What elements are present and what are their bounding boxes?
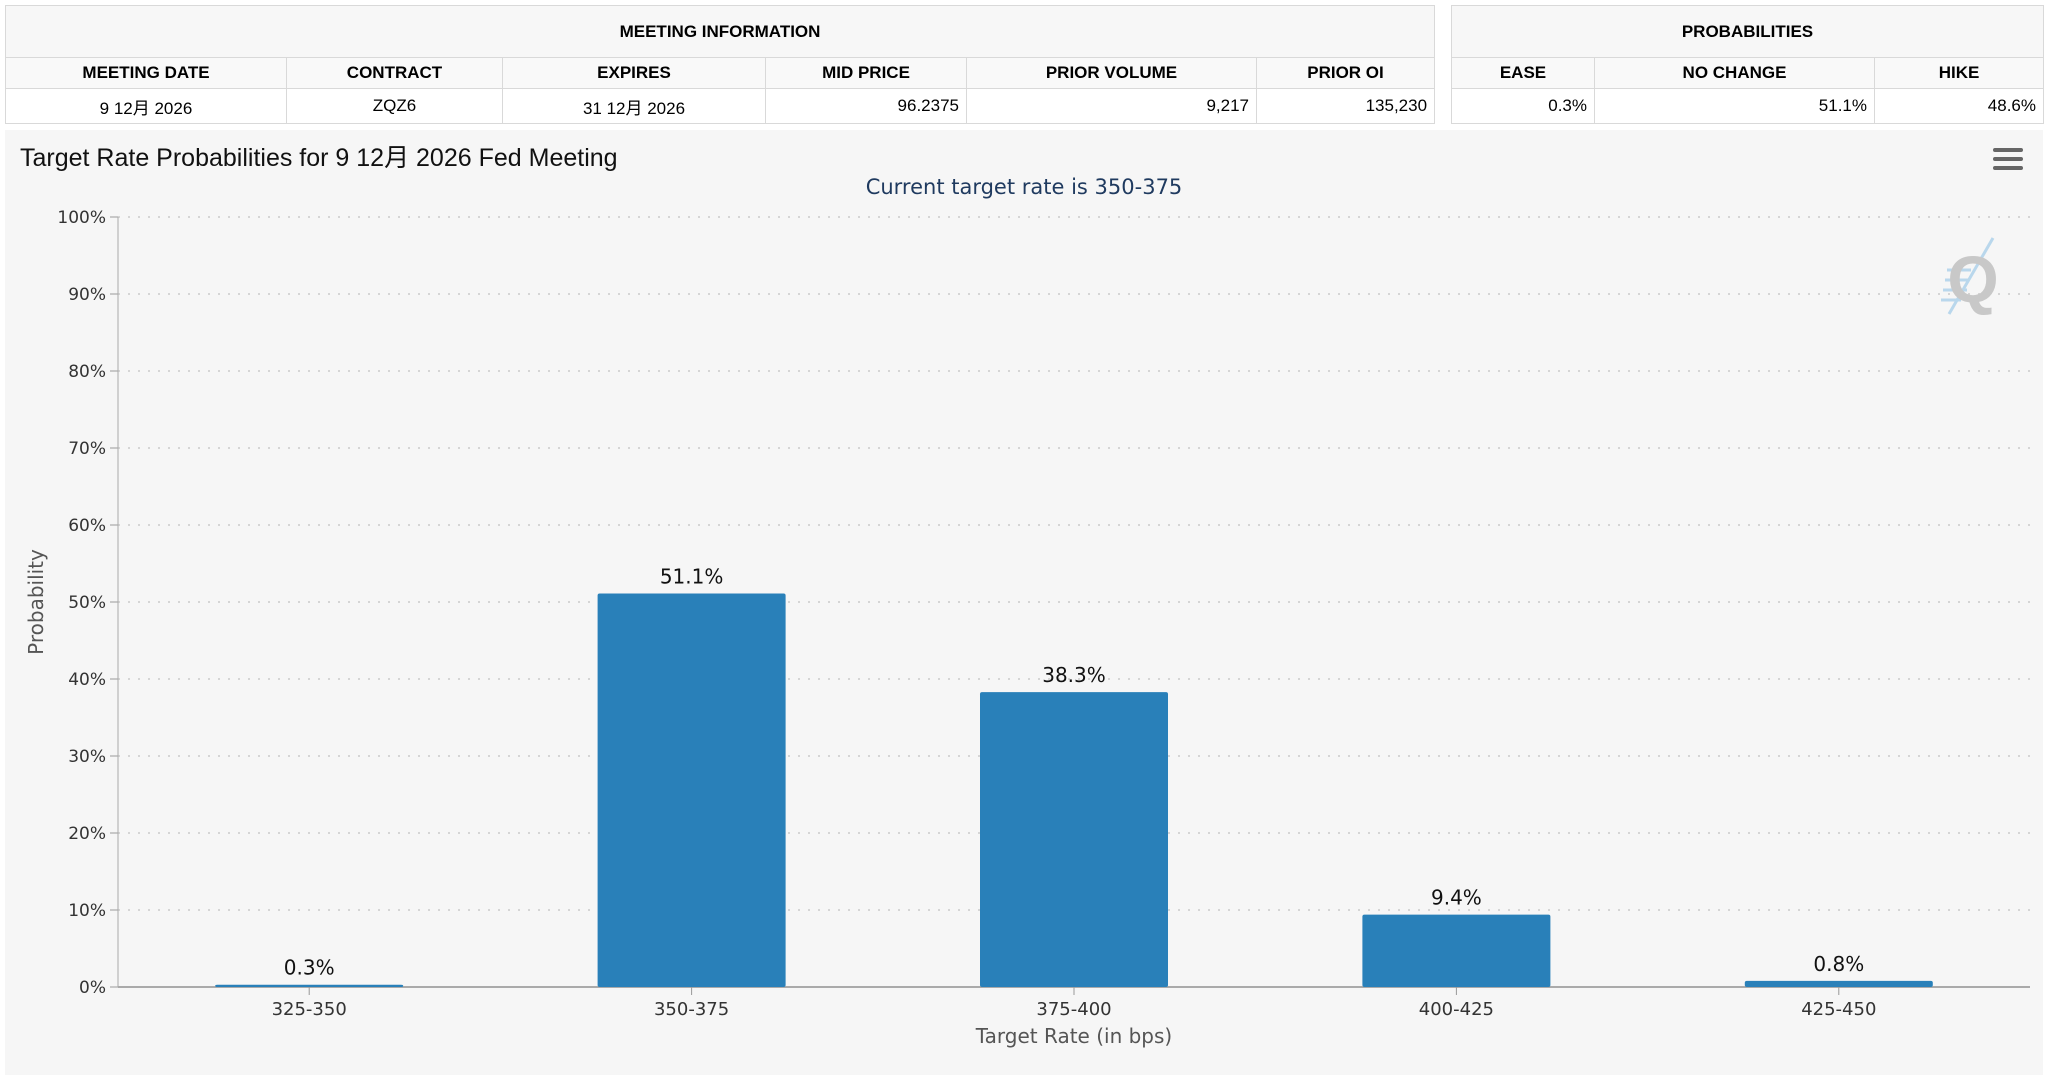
quikstrike-watermark-icon: Q bbox=[1941, 237, 1999, 316]
x-tick-label: 425-450 bbox=[1801, 999, 1876, 1020]
meeting-information-table: MEETING INFORMATION MEETING DATE CONTRAC… bbox=[4, 5, 1436, 124]
probabilities-table: PROBABILITIES EASE NO CHANGE HIKE 0.3% 5… bbox=[1451, 5, 2044, 124]
data-label: 51.1% bbox=[660, 565, 724, 589]
bar bbox=[980, 692, 1168, 987]
data-label: 0.3% bbox=[284, 956, 335, 980]
x-axis-title: Target Rate (in bps) bbox=[975, 1024, 1172, 1048]
cell-meeting-date: 9 12月 2026 bbox=[5, 88, 287, 124]
bar bbox=[1362, 914, 1551, 987]
cell-hike: 48.6% bbox=[1874, 88, 2044, 124]
x-tick-label: 350-375 bbox=[654, 999, 729, 1020]
y-axis-title: Probability bbox=[24, 549, 48, 655]
meeting-information-title: MEETING INFORMATION bbox=[4, 5, 1436, 58]
probabilities-title: PROBABILITIES bbox=[1451, 5, 2044, 58]
svg-text:Q: Q bbox=[1947, 242, 1998, 316]
y-tick-label: 70% bbox=[68, 439, 106, 459]
x-tick-label: 375-400 bbox=[1036, 999, 1111, 1020]
header-no-change: NO CHANGE bbox=[1594, 57, 1875, 89]
header-contract: CONTRACT bbox=[286, 57, 503, 89]
y-tick-label: 60% bbox=[68, 516, 106, 536]
bar bbox=[597, 593, 786, 987]
y-tick-label: 80% bbox=[68, 362, 106, 382]
header-prior-volume: PRIOR VOLUME bbox=[966, 57, 1257, 89]
header-expires: EXPIRES bbox=[502, 57, 766, 89]
y-tick-label: 50% bbox=[68, 593, 106, 613]
cell-mid-price: 96.2375 bbox=[765, 88, 967, 124]
y-tick-label: 30% bbox=[68, 747, 106, 767]
cell-prior-oi: 135,230 bbox=[1255, 88, 1436, 124]
header-mid-price: MID PRICE bbox=[765, 57, 967, 89]
y-tick-label: 10% bbox=[68, 901, 106, 921]
bar bbox=[1744, 980, 1933, 987]
header-ease: EASE bbox=[1451, 57, 1595, 89]
hamburger-menu-icon[interactable] bbox=[1993, 148, 2023, 172]
y-tick-label: 90% bbox=[68, 285, 106, 305]
data-label: 38.3% bbox=[1042, 663, 1106, 687]
header-hike: HIKE bbox=[1874, 57, 2044, 89]
cell-no-change: 51.1% bbox=[1594, 88, 1875, 124]
bar-chart: Target Rate Probabilities for 9 12月 2026… bbox=[20, 144, 2030, 1048]
header-meeting-date: MEETING DATE bbox=[5, 57, 287, 89]
cell-expires: 31 12月 2026 bbox=[502, 88, 766, 124]
header-prior-oi: PRIOR OI bbox=[1255, 57, 1436, 89]
y-tick-label: 20% bbox=[68, 824, 106, 844]
x-tick-label: 325-350 bbox=[272, 999, 347, 1020]
chart-title: Target Rate Probabilities for 9 12月 2026… bbox=[20, 144, 618, 172]
y-tick-label: 40% bbox=[68, 670, 106, 690]
cell-prior-volume: 9,217 bbox=[966, 88, 1257, 124]
cell-contract: ZQZ6 bbox=[286, 88, 503, 124]
y-tick-label: 100% bbox=[57, 208, 106, 228]
bar bbox=[215, 984, 404, 987]
x-tick-label: 400-425 bbox=[1419, 999, 1494, 1020]
chart-subtitle: Current target rate is 350-375 bbox=[866, 175, 1183, 199]
y-tick-label: 0% bbox=[79, 978, 106, 998]
cell-ease: 0.3% bbox=[1451, 88, 1595, 124]
data-label: 0.8% bbox=[1813, 952, 1864, 976]
data-label: 9.4% bbox=[1431, 886, 1482, 910]
chart-panel: Target Rate Probabilities for 9 12月 2026… bbox=[5, 130, 2043, 1075]
